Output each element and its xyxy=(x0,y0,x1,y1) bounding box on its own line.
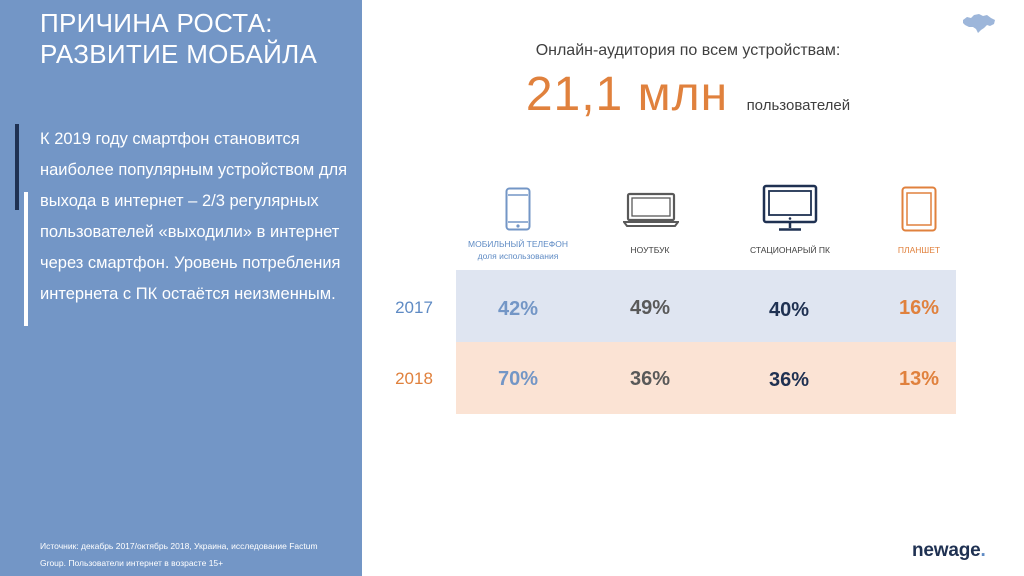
logo-dot: . xyxy=(980,540,986,561)
cell-2018-desktop: 36% xyxy=(768,369,810,391)
slide-title: ПРИЧИНА РОСТА: РАЗВИТИЕ МОБАЙЛА xyxy=(40,8,350,70)
cell-2018-laptop: 36% xyxy=(629,368,671,390)
year-label-2018: 2018 xyxy=(395,369,433,388)
smartphone-icon xyxy=(505,187,531,231)
cell-2018-tablet: 13% xyxy=(898,368,940,390)
desktop-monitor-icon xyxy=(762,184,818,231)
title-line-2: РАЗВИТИЕ МОБАЙЛА xyxy=(40,39,318,69)
table-row-2018-background xyxy=(456,342,956,414)
year-label-2017: 2017 xyxy=(395,298,433,317)
cell-2017-laptop: 49% xyxy=(629,297,671,319)
tablet-icon xyxy=(901,186,937,232)
logo-text: newage xyxy=(912,540,981,561)
device-label-mobile-line1: МОБИЛЬНЫЙ ТЕЛЕФОН xyxy=(468,239,568,249)
source-note: Источник: декабрь 2017/октябрь 2018, Укр… xyxy=(40,541,318,568)
cell-2017-mobile: 42% xyxy=(497,298,539,320)
summary-text: К 2019 году смартфон становится наиболее… xyxy=(40,130,348,303)
device-label-tablet: ПЛАНШЕТ xyxy=(897,245,941,255)
cell-2017-desktop: 40% xyxy=(768,299,810,321)
audience-figure: 21,1 млн пользователей xyxy=(410,66,966,124)
cell-2018-mobile: 70% xyxy=(497,368,539,390)
device-label-mobile: МОБИЛЬНЫЙ ТЕЛЕФОН доля использования xyxy=(458,238,578,262)
left-panel: ПРИЧИНА РОСТА: РАЗВИТИЕ МОБАЙЛА К 2019 г… xyxy=(0,0,362,576)
accent-bar-dark xyxy=(15,124,19,210)
audience-label: Онлайн-аудитория по всем устройствам: xyxy=(535,42,841,59)
ukraine-map-icon xyxy=(963,14,995,33)
audience-unit: пользователей xyxy=(746,97,851,114)
newage-logo: newage. xyxy=(912,540,986,562)
audience-value: 21,1 млн xyxy=(525,68,729,121)
table-row-2017-background xyxy=(456,270,956,342)
device-label-desktop: СТАЦИОНАРЫЙ ПК xyxy=(750,245,830,255)
title-line-1: ПРИЧИНА РОСТА: xyxy=(40,8,273,38)
device-label-laptop: НОУТБУК xyxy=(630,245,670,255)
device-label-mobile-line2: доля использования xyxy=(477,251,559,261)
accent-bar-light xyxy=(24,192,28,326)
cell-2017-tablet: 16% xyxy=(898,297,940,319)
laptop-icon xyxy=(623,192,679,227)
